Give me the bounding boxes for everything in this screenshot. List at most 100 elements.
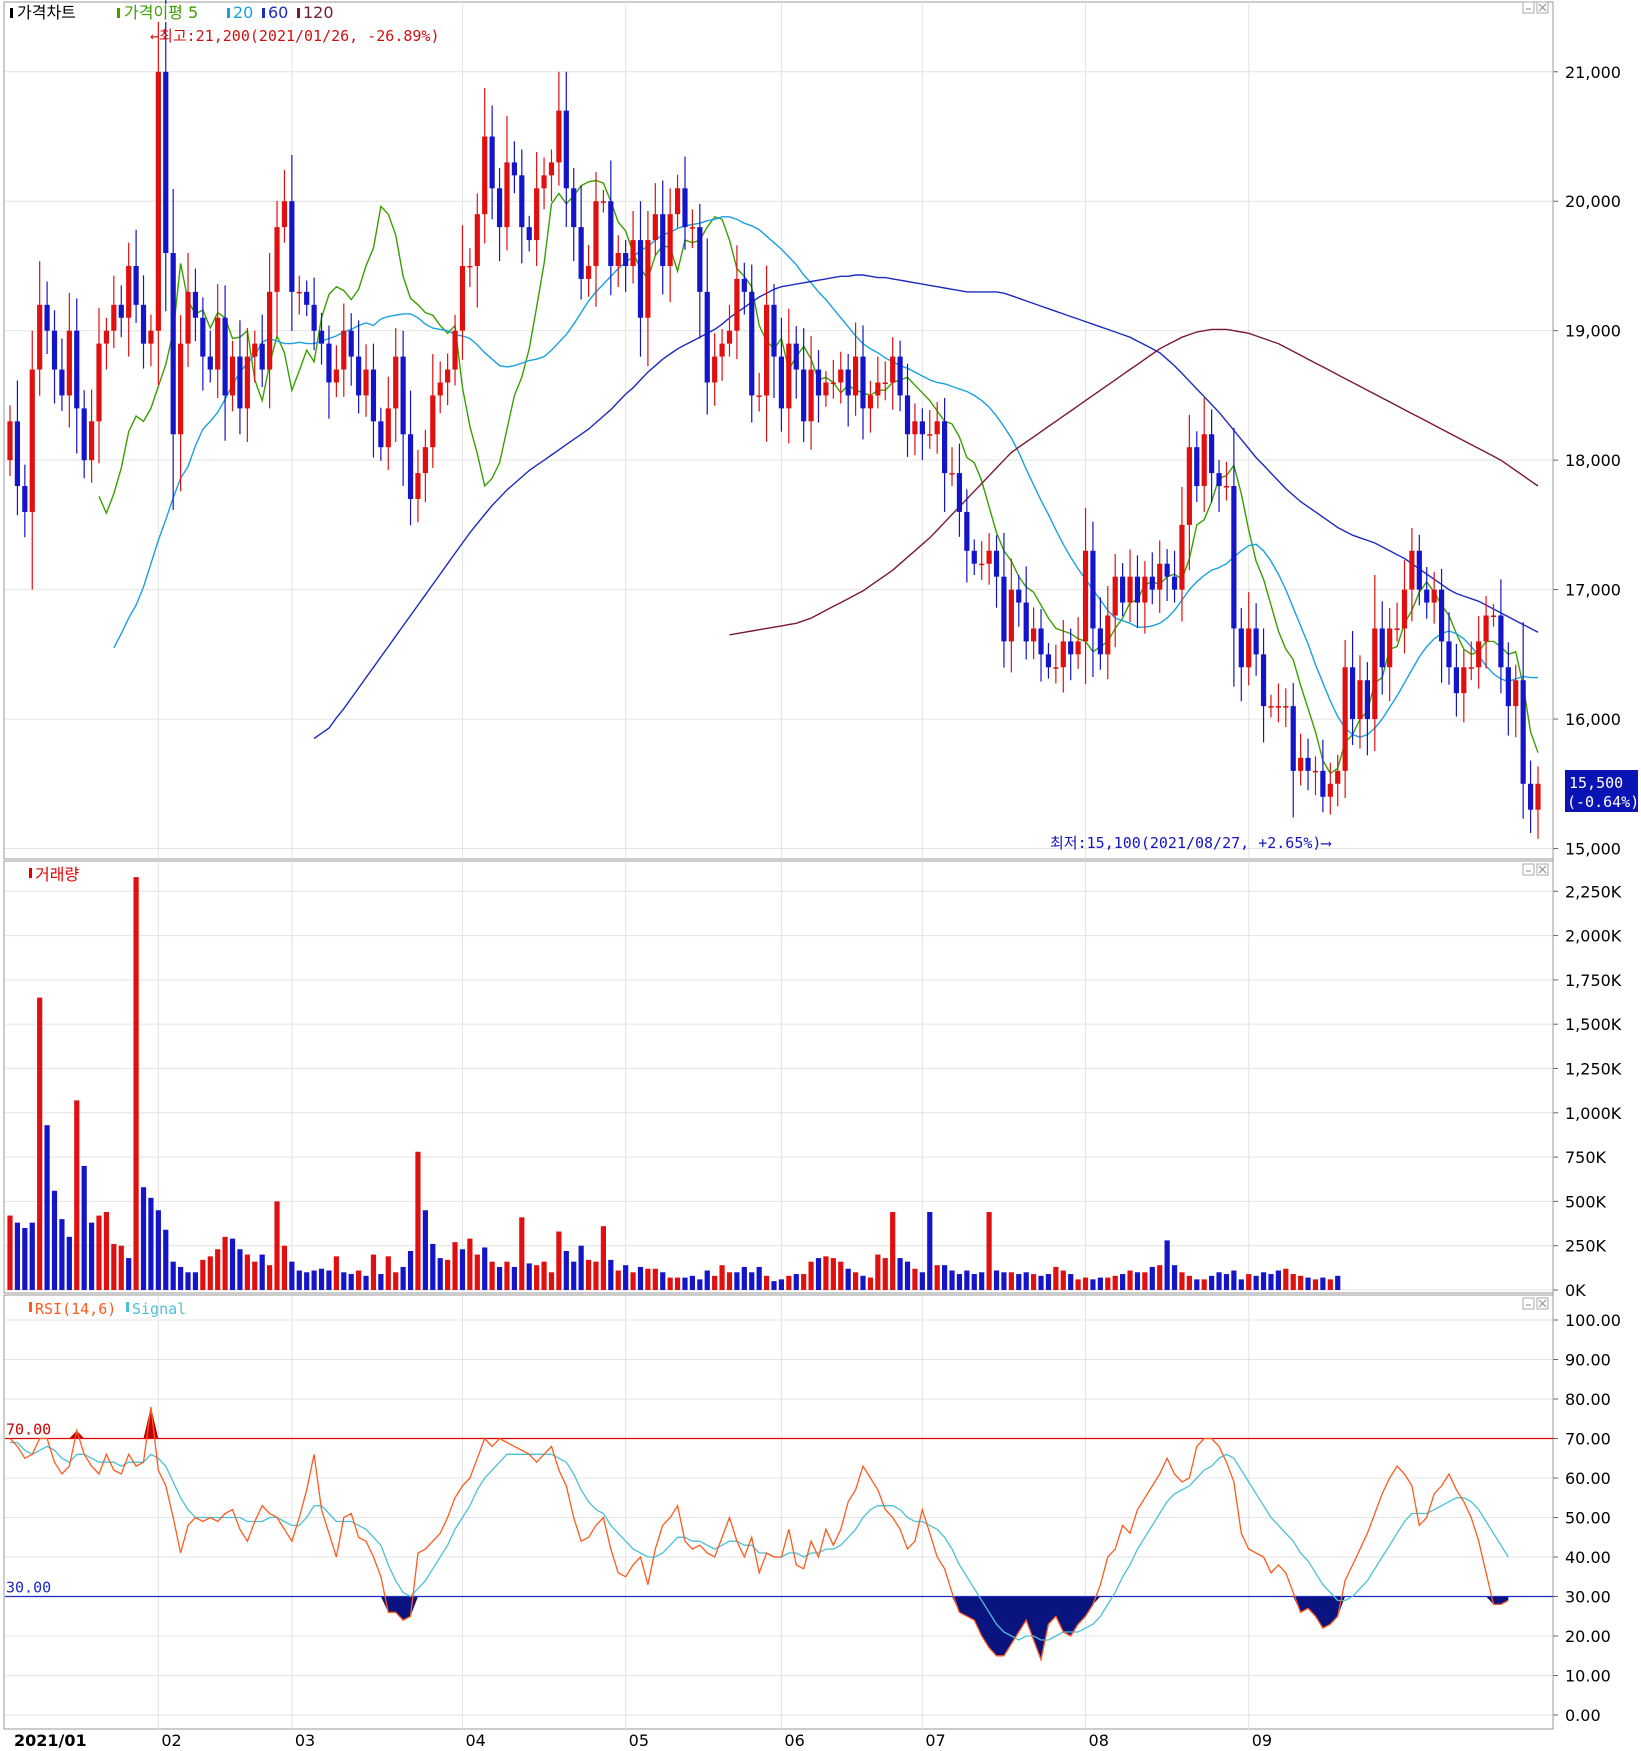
candle xyxy=(971,539,977,576)
candle xyxy=(467,248,473,288)
candle xyxy=(244,328,250,443)
candle xyxy=(704,238,710,415)
candle xyxy=(1209,409,1215,503)
volume-bar xyxy=(585,1259,592,1290)
candle xyxy=(170,188,176,510)
candle xyxy=(1342,640,1348,799)
volume-bar xyxy=(126,1258,132,1290)
candle xyxy=(526,215,532,252)
y-axis-labels: 21,000 20,000 19,000 18,000 17,000 16,000 15,0… xyxy=(1565,63,1622,1725)
volume-bar xyxy=(29,1222,35,1290)
candle xyxy=(348,313,354,386)
volume-bar xyxy=(445,1259,451,1290)
candle xyxy=(823,371,829,407)
candle xyxy=(986,532,992,585)
candle xyxy=(1335,754,1341,807)
candle xyxy=(674,174,681,228)
volume-bar xyxy=(979,1272,985,1290)
candle xyxy=(452,314,458,386)
candle xyxy=(1268,694,1274,718)
candle xyxy=(756,372,762,412)
candle xyxy=(548,149,555,202)
minimize-icon[interactable] xyxy=(1522,1297,1535,1310)
volume-bar xyxy=(1268,1274,1274,1290)
volume-bar xyxy=(96,1215,102,1290)
volume-bar xyxy=(534,1265,540,1290)
volume-bar xyxy=(482,1247,488,1290)
rsi-panel xyxy=(3,1294,1554,1730)
candle xyxy=(126,242,132,357)
volume-bar xyxy=(356,1270,362,1290)
candle xyxy=(7,405,13,477)
candle xyxy=(1283,688,1289,728)
candle xyxy=(660,180,666,295)
volume-bar xyxy=(645,1268,651,1290)
candle xyxy=(1149,552,1155,605)
volume-bar xyxy=(400,1266,406,1290)
candle xyxy=(600,189,606,213)
candle xyxy=(763,265,770,442)
volume-tick-label: 2,250K xyxy=(1565,882,1622,901)
candle xyxy=(697,203,703,339)
volume-bar xyxy=(674,1277,681,1290)
candle xyxy=(860,325,866,440)
candle xyxy=(1372,575,1378,752)
candle xyxy=(1045,643,1052,679)
volume-bar xyxy=(808,1261,814,1290)
rsi-line xyxy=(9,1406,1509,1663)
volume-bar xyxy=(267,1265,273,1290)
candle xyxy=(652,183,658,256)
rsi-panel-controls[interactable] xyxy=(1522,1297,1549,1310)
candle xyxy=(904,363,911,457)
candle xyxy=(845,354,851,427)
candle xyxy=(1505,642,1511,736)
candle xyxy=(615,235,621,288)
volume-bar xyxy=(593,1261,599,1290)
x-tick-label: 09 xyxy=(1252,1731,1272,1750)
candle xyxy=(1068,628,1074,681)
volume-bar xyxy=(289,1261,295,1290)
volume-bar xyxy=(563,1251,569,1290)
minimize-icon[interactable] xyxy=(1522,1,1535,14)
volume-bar xyxy=(830,1258,836,1290)
volume-tick-label: 1,500K xyxy=(1565,1015,1622,1034)
candle xyxy=(1327,762,1333,815)
candle xyxy=(1483,596,1489,669)
candle xyxy=(593,172,599,307)
candle xyxy=(222,285,228,441)
volume-panel xyxy=(3,860,1554,1294)
volume-panel-controls[interactable] xyxy=(1522,863,1549,876)
volume-bar xyxy=(1201,1279,1207,1290)
volume-bar xyxy=(519,1217,525,1290)
volume-tick-label: 250K xyxy=(1565,1237,1607,1256)
volume-bar xyxy=(496,1266,503,1290)
volume-tick-label: 500K xyxy=(1565,1192,1607,1211)
volume-tick-label: 1,000K xyxy=(1565,1104,1622,1123)
candle xyxy=(111,275,117,349)
ma60-line xyxy=(313,274,1539,740)
volume-bar xyxy=(178,1266,184,1290)
volume-bar xyxy=(229,1238,236,1290)
candle xyxy=(571,167,577,262)
volume-bar-series xyxy=(7,877,1341,1290)
volume-bar xyxy=(763,1275,770,1290)
rsi-tick-label: 10.00 xyxy=(1565,1667,1611,1686)
candle xyxy=(1157,540,1163,613)
volume-bar xyxy=(133,877,139,1290)
volume-tick-label: 1,750K xyxy=(1565,971,1622,990)
candle xyxy=(897,340,903,412)
candle xyxy=(830,359,836,399)
volume-bar xyxy=(949,1270,955,1290)
candle xyxy=(1476,616,1482,689)
candle xyxy=(726,304,733,357)
candle xyxy=(1164,549,1170,601)
candle xyxy=(1023,566,1029,660)
rsi-tick-label: 0.00 xyxy=(1565,1706,1601,1725)
volume-bar xyxy=(111,1243,117,1290)
minimize-icon[interactable] xyxy=(1522,863,1535,876)
price-panel-controls[interactable] xyxy=(1522,1,1549,14)
volume-bar xyxy=(370,1254,377,1290)
candle xyxy=(482,87,488,244)
candle xyxy=(370,343,377,458)
volume-bar xyxy=(1038,1275,1044,1290)
